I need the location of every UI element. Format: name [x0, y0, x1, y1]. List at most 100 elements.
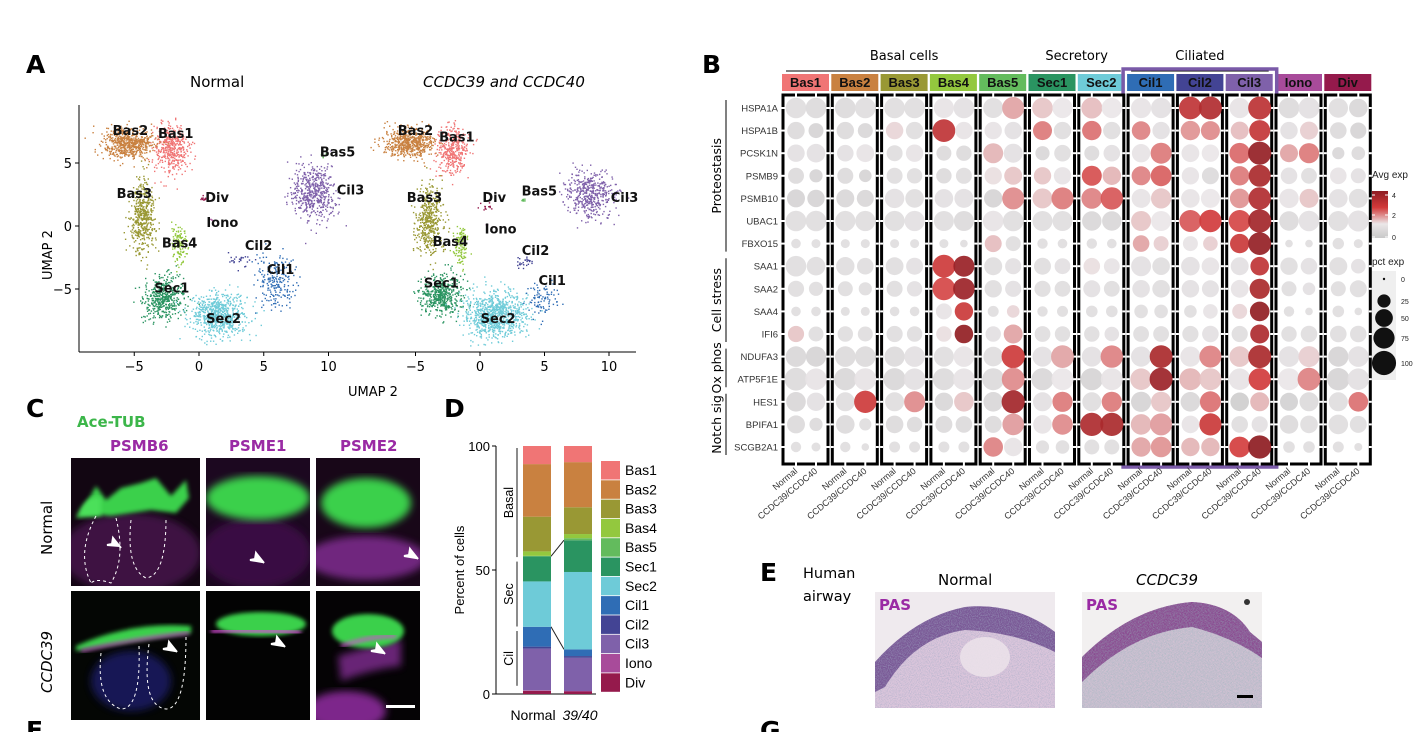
umap-point	[461, 134, 463, 137]
umap-point	[456, 167, 459, 170]
umap-point	[304, 184, 306, 186]
umap-point	[179, 241, 181, 243]
umap-point	[238, 324, 240, 326]
umap-point	[155, 146, 157, 148]
umap-point	[430, 245, 432, 247]
umap-point	[309, 190, 312, 192]
umap-point	[446, 148, 449, 150]
umap-point	[140, 218, 143, 220]
umap-point	[140, 183, 142, 185]
umap-point	[401, 152, 403, 155]
umap-point	[133, 166, 135, 168]
umap-cluster-bas2	[84, 120, 169, 169]
umap-point	[319, 195, 321, 197]
umap-point	[226, 323, 228, 325]
umap-point	[427, 136, 429, 138]
umap-point	[283, 267, 285, 269]
umap-point	[418, 148, 420, 150]
umap-point	[165, 315, 167, 317]
umap-point	[171, 303, 173, 305]
umap-point	[142, 188, 145, 191]
umap-point	[270, 265, 272, 268]
umap-point	[322, 209, 324, 211]
umap-point	[402, 140, 405, 143]
umap-point	[147, 200, 149, 202]
umap-point	[211, 308, 213, 311]
umap-point	[430, 251, 432, 253]
umap-point	[431, 219, 433, 221]
umap-point	[147, 217, 150, 219]
umap-point	[224, 294, 226, 297]
umap-point	[216, 296, 218, 299]
umap-point	[216, 321, 218, 323]
umap-point	[415, 145, 417, 148]
umap-point	[171, 289, 173, 291]
umap-point	[167, 307, 169, 309]
umap-point	[449, 164, 452, 166]
umap-point	[421, 143, 423, 146]
umap-point	[407, 130, 409, 132]
umap-point	[114, 139, 116, 141]
umap-point	[176, 271, 178, 273]
umap-point	[223, 310, 226, 312]
umap-point	[198, 313, 200, 315]
umap-point	[296, 190, 298, 192]
umap-point	[219, 328, 222, 330]
umap-point	[295, 197, 298, 199]
umap-point	[215, 306, 218, 308]
umap-point	[175, 292, 177, 295]
umap-point	[165, 141, 168, 144]
umap-point	[171, 228, 173, 230]
umap-point	[148, 313, 150, 315]
umap-point	[144, 222, 146, 224]
umap-point	[321, 196, 323, 199]
umap-point	[168, 307, 171, 309]
umap-point	[130, 150, 133, 152]
umap-point	[158, 281, 160, 283]
umap-point	[405, 139, 407, 141]
umap-point	[132, 218, 134, 221]
umap-point	[221, 324, 223, 327]
umap-point	[422, 214, 424, 216]
umap-point	[144, 137, 146, 139]
umap-point	[209, 330, 211, 332]
umap-point	[160, 304, 162, 306]
umap-point	[226, 331, 228, 333]
umap-point	[151, 238, 154, 240]
umap-point	[318, 187, 320, 189]
umap-point	[416, 143, 418, 145]
umap-point	[140, 217, 143, 219]
umap-point	[400, 139, 402, 141]
umap-point	[305, 199, 308, 201]
umap-point	[277, 268, 280, 270]
umap-point	[217, 310, 219, 313]
umap-point	[330, 176, 332, 178]
umap-point	[441, 246, 443, 248]
umap-point	[213, 287, 215, 289]
umap-point	[214, 300, 217, 302]
umap-point	[451, 172, 454, 174]
umap-point	[419, 144, 422, 146]
umap-point	[147, 230, 149, 232]
umap-point	[372, 149, 375, 151]
umap-point	[430, 242, 432, 244]
umap-point	[330, 212, 333, 214]
umap-point	[167, 276, 169, 278]
umap-point	[458, 154, 460, 156]
umap-point	[155, 230, 157, 232]
umap-point	[186, 253, 188, 255]
umap-point	[316, 186, 319, 188]
umap-point	[140, 136, 143, 138]
umap-point	[425, 240, 427, 242]
umap-point	[223, 324, 226, 326]
umap-point	[165, 308, 167, 311]
umap-point	[305, 208, 307, 210]
umap-point	[134, 229, 137, 232]
umap-point	[237, 332, 239, 334]
umap-point	[136, 249, 139, 251]
umap-point	[132, 152, 134, 154]
umap-point	[276, 275, 278, 278]
umap-point	[209, 334, 211, 336]
umap-point	[229, 317, 232, 319]
umap-point	[144, 179, 146, 181]
